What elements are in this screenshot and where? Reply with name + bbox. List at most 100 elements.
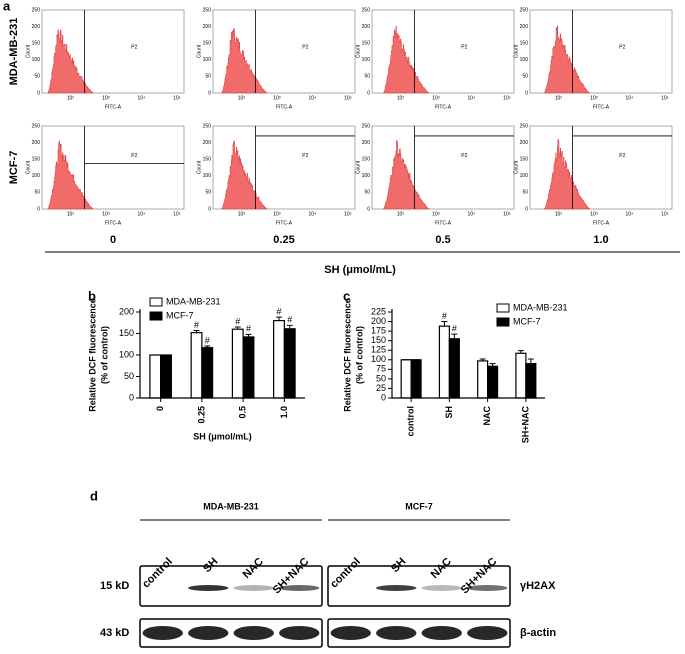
x-tick-label: 10³	[590, 95, 598, 101]
blot-band	[421, 626, 462, 640]
dose-label: 0	[110, 234, 116, 246]
x-tick-label: 10⁴	[468, 95, 476, 101]
y-tick-label: 50	[205, 74, 211, 80]
x-tick-label: 10³	[273, 95, 281, 101]
error-bar	[451, 333, 458, 339]
y-tick-label: 150	[362, 157, 371, 163]
x-tick-label: 10⁴	[626, 95, 634, 101]
panel-label: a	[3, 0, 11, 13]
group-label: MDA-MB-231	[203, 501, 259, 511]
dose-label: 0.5	[435, 234, 450, 246]
blot-band	[142, 626, 183, 640]
error-bar	[479, 358, 486, 361]
bar	[410, 359, 422, 399]
y-tick-label: 250	[203, 7, 212, 13]
histogram-frame	[371, 9, 515, 94]
y-tick-label: 200	[203, 140, 212, 146]
significance-mark: #	[205, 335, 210, 345]
x-axis-label: FITC-A	[276, 220, 293, 226]
y-axis-label: (% of control)	[354, 326, 364, 384]
x-axis-label: FITC-A	[593, 104, 610, 110]
y-tick-label: 175	[371, 325, 386, 335]
y-tick-label: 150	[203, 41, 212, 47]
x-tick-label: 10²	[555, 95, 563, 101]
blot-band	[188, 585, 229, 591]
error-bar	[193, 329, 200, 333]
x-tick-label: 10⁴	[138, 211, 146, 217]
x-tick-label: 10³	[273, 211, 281, 217]
histogram	[221, 28, 268, 94]
blot-band	[421, 585, 462, 591]
group-label: MCF-7	[405, 501, 433, 511]
bar	[242, 336, 255, 399]
error-bar	[527, 358, 534, 364]
histogram	[383, 140, 429, 210]
blot-frame	[139, 565, 323, 607]
legend-label: MCF-7	[166, 310, 194, 320]
y-tick-label: 250	[32, 123, 41, 129]
y-tick-label: 0	[208, 90, 211, 96]
x-axis-label: FITC-A	[105, 104, 122, 110]
error-bar	[276, 316, 283, 321]
blot-band	[188, 626, 229, 640]
y-tick-label: 50	[34, 190, 40, 196]
blot-frame	[327, 618, 511, 648]
x-tick-label: 10³	[432, 95, 440, 101]
x-tick-label: 10⁵	[344, 211, 352, 217]
gate-label: P2	[461, 153, 467, 159]
significance-mark: #	[287, 315, 292, 325]
y-tick-label: 150	[520, 157, 529, 163]
blot-band	[376, 585, 417, 591]
bar	[400, 359, 412, 399]
significance-mark: #	[235, 316, 240, 326]
x-tick-label: 10²	[67, 211, 75, 217]
axes	[139, 309, 305, 399]
x-axis-label: FITC-A	[105, 220, 122, 226]
gate-label: P2	[619, 153, 625, 159]
y-tick-label: 50	[364, 74, 370, 80]
y-tick-label: 250	[362, 123, 371, 129]
y-tick-label: 150	[203, 157, 212, 163]
y-tick-label: 250	[203, 123, 212, 129]
y-tick-label: 125	[371, 345, 386, 355]
y-tick-label: 0	[525, 90, 528, 96]
error-bar	[286, 324, 293, 329]
x-tick-label: 10²	[555, 211, 563, 217]
x-tick-label: 10²	[67, 95, 75, 101]
y-tick-label: 0	[367, 90, 370, 96]
y-tick-label: 0	[208, 206, 211, 212]
legend-swatch	[149, 311, 163, 321]
size-label: 43 kD	[100, 627, 129, 639]
y-tick-label: 200	[362, 140, 371, 146]
y-tick-label: 0	[525, 206, 528, 212]
significance-mark: #	[452, 324, 457, 334]
x-tick-label: 0	[155, 406, 165, 411]
y-tick-label: 100	[362, 173, 371, 179]
bar	[515, 352, 527, 399]
dose-label: 1.0	[593, 234, 608, 246]
x-tick-label: 10⁴	[309, 95, 317, 101]
gate-label: P2	[461, 45, 467, 51]
panel-label: d	[90, 488, 98, 503]
y-tick-label: 200	[32, 24, 41, 30]
y-axis-label: Count	[355, 44, 361, 58]
y-tick-label: 200	[362, 24, 371, 30]
y-tick-label: 50	[34, 74, 40, 80]
y-tick-label: 150	[520, 41, 529, 47]
y-tick-label: 100	[32, 57, 41, 63]
y-axis-label: Relative DCF fluorescence	[342, 298, 352, 412]
bar	[231, 328, 244, 399]
panel-label: b	[88, 288, 96, 303]
x-axis-label: FITC-A	[276, 104, 293, 110]
error-bar	[245, 333, 252, 337]
x-tick-label: SH+NAC	[520, 406, 530, 444]
significance-mark: #	[246, 324, 251, 334]
x-tick-label: 10⁴	[138, 95, 146, 101]
legend-swatch	[149, 297, 163, 307]
y-tick-label: 150	[32, 157, 41, 163]
y-axis-label: Count	[196, 44, 202, 58]
y-axis-label: Relative DCF fluorescence	[87, 298, 97, 412]
y-tick-label: 200	[371, 316, 386, 326]
bar	[149, 354, 162, 399]
